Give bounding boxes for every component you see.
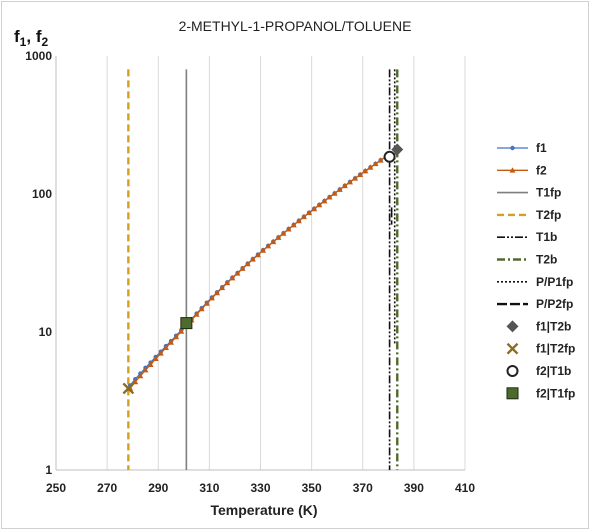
legend-f1-t2fp-marker [506, 342, 519, 355]
series-f2-point [372, 160, 379, 167]
series-f2-point [132, 378, 139, 385]
series-f2-point [168, 339, 175, 345]
x-tick-label: 370 [353, 481, 373, 495]
series-f2-point [280, 230, 287, 236]
y-tick-label: 1 [45, 463, 52, 477]
series-f2-point [311, 205, 318, 212]
legend-f2-label: f2 [536, 163, 547, 177]
series-f2-point [244, 260, 251, 267]
x-tick-label: 270 [97, 481, 117, 495]
series-f2-point [208, 295, 215, 301]
series-f2-point [157, 350, 164, 356]
series-f2-point [142, 367, 149, 373]
series-f2-point [265, 243, 272, 249]
x-tick-label: 390 [404, 481, 424, 495]
y-tick-label: 10 [39, 325, 53, 339]
series-f2-point [193, 311, 200, 317]
series-f2-point [300, 213, 307, 220]
series-f2-point [331, 190, 338, 196]
legend-f2-t1fp-label: f2|T1fp [536, 386, 575, 400]
series-f2-point [362, 168, 369, 174]
series-f2-point [270, 238, 277, 245]
legend-f1-t2b-label: f1|T2b [536, 319, 571, 333]
legend-t1fp-label: T1fp [536, 186, 561, 200]
series-f2-point [346, 179, 353, 185]
point-f2-t1fp [180, 317, 193, 330]
x-tick-label: 330 [250, 481, 270, 495]
x-tick-label: 310 [199, 481, 219, 495]
legend-p-p1fp-label: P/P1fp [536, 275, 573, 289]
series-f2-point [326, 194, 333, 200]
series-f2-line [129, 156, 387, 389]
y-tick-label: 1000 [25, 49, 52, 63]
series-f2-point [229, 275, 236, 281]
x-tick-label: 290 [148, 481, 168, 495]
legend-f1-marker [510, 145, 515, 151]
y-axis-label: f1, f2 [14, 27, 48, 49]
series-f2-point [224, 279, 231, 286]
legend-p-p2fp-label: P/P2fp [536, 297, 573, 311]
series-f2-point [239, 265, 246, 271]
series-f2-point [367, 164, 374, 170]
legend-t2fp-label: T2fp [536, 208, 561, 222]
series-f2-point [306, 209, 313, 216]
series-f2-point [352, 175, 359, 181]
series-f2-point [214, 289, 221, 296]
series-f2-point [152, 355, 159, 362]
x-tick-label: 410 [455, 481, 475, 495]
series-f2-point [178, 328, 185, 334]
x-tick-label: 250 [46, 481, 66, 495]
legend-f2-t1fp-marker [506, 387, 519, 400]
series-f2-point [249, 256, 256, 262]
series-f2-point [137, 372, 144, 379]
legend-f1-label: f1 [536, 141, 547, 155]
series-f2-point [260, 247, 267, 253]
series-f2-point [316, 201, 323, 208]
chart-title: 2-METHYL-1-PROPANOL/TOLUENE [179, 18, 412, 34]
series-f2-point [285, 226, 292, 232]
legend-f2-t1b-marker [506, 365, 519, 377]
x-axis-label: Temperature (K) [210, 502, 317, 518]
series-f2-point [234, 270, 241, 276]
plot-area: 250 270 290 310 330 350 370 390 410 1 10 100 1000 [25, 49, 475, 495]
series-f2-point [321, 198, 328, 204]
series-f2-point [162, 344, 169, 350]
legend-f2-marker [509, 167, 516, 173]
legend-f1-t2b-marker [506, 320, 519, 333]
series-f2-point [357, 171, 364, 177]
point-f2-t1b [383, 150, 396, 163]
series-f2-point [198, 305, 205, 312]
legend-f2-t1b-label: f2|T1b [536, 364, 571, 378]
legend-f1-t2fp-label: f1|T2fp [536, 342, 575, 356]
series-f2-point [336, 186, 343, 192]
legend: f1 f2 T1fp T2fp T1b T2b P/P1fp P/P2fp f1|T2b f1|T… [497, 141, 575, 400]
series-f2-point [147, 361, 154, 367]
series-f2-point [203, 300, 210, 306]
legend-t2b-label: T2b [536, 253, 557, 267]
series-f2-point [254, 251, 261, 258]
series-f2-point [173, 333, 180, 340]
series-f2-point [275, 234, 282, 240]
series-f1-line [129, 156, 387, 386]
series-f2-point [290, 222, 297, 228]
series-f2-point [219, 284, 226, 291]
series-f2-point [295, 217, 302, 224]
legend-t1b-label: T1b [536, 230, 557, 244]
y-tick-label: 100 [32, 187, 52, 201]
point-f1-t2fp [122, 382, 135, 395]
x-tick-label: 350 [302, 481, 322, 495]
series-f2-point [377, 157, 384, 163]
point-f1-t2b [391, 143, 404, 156]
series-f2-point [341, 182, 348, 189]
